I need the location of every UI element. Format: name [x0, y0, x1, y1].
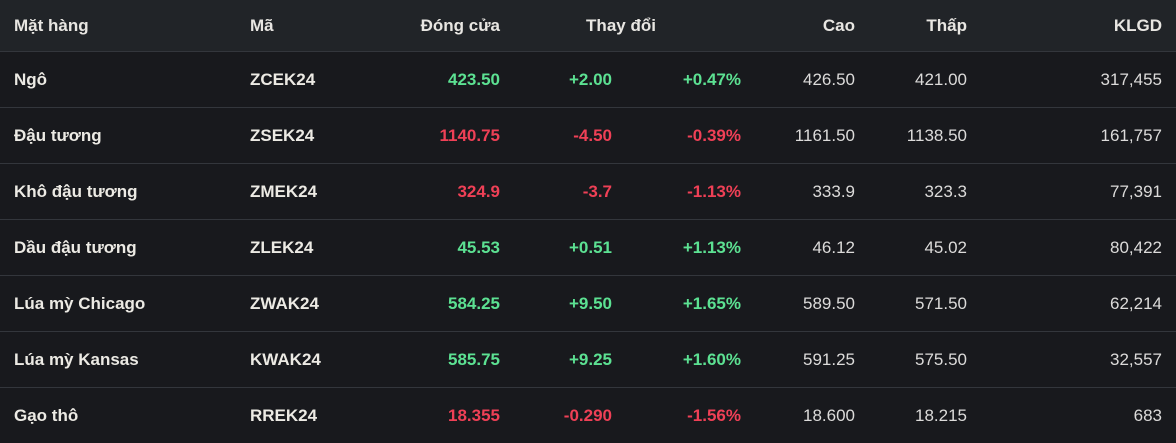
col-header-item: Mặt hàng	[0, 0, 236, 52]
table-header: Mặt hàng Mã Đóng cửa Thay đổi Cao Thấp K…	[0, 0, 1176, 52]
change-cell: +9.50	[514, 276, 626, 332]
commodity-name-cell: Lúa mỳ Kansas	[0, 332, 236, 388]
commodity-name-cell: Lúa mỳ Chicago	[0, 276, 236, 332]
volume-cell: 80,422	[981, 220, 1176, 276]
low-cell: 323.3	[869, 164, 981, 220]
commodity-name-cell: Khô đậu tương	[0, 164, 236, 220]
col-header-high: Cao	[755, 0, 869, 52]
low-cell: 421.00	[869, 52, 981, 108]
change-cell: -3.7	[514, 164, 626, 220]
change-pct-cell: -1.13%	[626, 164, 755, 220]
code-cell: KWAK24	[236, 332, 390, 388]
close-cell: 1140.75	[390, 108, 514, 164]
volume-cell: 32,557	[981, 332, 1176, 388]
commodity-name-cell: Ngô	[0, 52, 236, 108]
high-cell: 46.12	[755, 220, 869, 276]
low-cell: 45.02	[869, 220, 981, 276]
change-cell: -4.50	[514, 108, 626, 164]
header-row: Mặt hàng Mã Đóng cửa Thay đổi Cao Thấp K…	[0, 0, 1176, 52]
table-row[interactable]: Lúa mỳ Chicago ZWAK24 584.25 +9.50 +1.65…	[0, 276, 1176, 332]
table-row[interactable]: Khô đậu tương ZMEK24 324.9 -3.7 -1.13% 3…	[0, 164, 1176, 220]
high-cell: 18.600	[755, 388, 869, 443]
volume-cell: 77,391	[981, 164, 1176, 220]
close-cell: 584.25	[390, 276, 514, 332]
table-row[interactable]: Đậu tương ZSEK24 1140.75 -4.50 -0.39% 11…	[0, 108, 1176, 164]
col-header-low: Thấp	[869, 0, 981, 52]
volume-cell: 317,455	[981, 52, 1176, 108]
close-cell: 423.50	[390, 52, 514, 108]
high-cell: 426.50	[755, 52, 869, 108]
col-header-volume: KLGD	[981, 0, 1176, 52]
close-cell: 45.53	[390, 220, 514, 276]
close-cell: 585.75	[390, 332, 514, 388]
change-pct-cell: +0.47%	[626, 52, 755, 108]
high-cell: 591.25	[755, 332, 869, 388]
commodity-name-cell: Dầu đậu tương	[0, 220, 236, 276]
change-cell: +2.00	[514, 52, 626, 108]
change-cell: +0.51	[514, 220, 626, 276]
commodity-name-cell: Gạo thô	[0, 388, 236, 443]
low-cell: 1138.50	[869, 108, 981, 164]
change-pct-cell: -1.56%	[626, 388, 755, 443]
code-cell: ZWAK24	[236, 276, 390, 332]
close-cell: 324.9	[390, 164, 514, 220]
change-pct-cell: +1.65%	[626, 276, 755, 332]
change-pct-cell: +1.13%	[626, 220, 755, 276]
commodity-name-cell: Đậu tương	[0, 108, 236, 164]
volume-cell: 161,757	[981, 108, 1176, 164]
high-cell: 1161.50	[755, 108, 869, 164]
volume-cell: 62,214	[981, 276, 1176, 332]
col-header-close: Đóng cửa	[390, 0, 514, 52]
change-cell: +9.25	[514, 332, 626, 388]
change-pct-cell: -0.39%	[626, 108, 755, 164]
table-body: Ngô ZCEK24 423.50 +2.00 +0.47% 426.50 42…	[0, 52, 1176, 443]
high-cell: 333.9	[755, 164, 869, 220]
change-pct-cell: +1.60%	[626, 332, 755, 388]
code-cell: ZMEK24	[236, 164, 390, 220]
code-cell: ZLEK24	[236, 220, 390, 276]
low-cell: 575.50	[869, 332, 981, 388]
high-cell: 589.50	[755, 276, 869, 332]
code-cell: ZSEK24	[236, 108, 390, 164]
code-cell: ZCEK24	[236, 52, 390, 108]
change-cell: -0.290	[514, 388, 626, 443]
low-cell: 571.50	[869, 276, 981, 332]
low-cell: 18.215	[869, 388, 981, 443]
table-row[interactable]: Lúa mỳ Kansas KWAK24 585.75 +9.25 +1.60%…	[0, 332, 1176, 388]
col-header-code: Mã	[236, 0, 390, 52]
table-row[interactable]: Ngô ZCEK24 423.50 +2.00 +0.47% 426.50 42…	[0, 52, 1176, 108]
table-row[interactable]: Dầu đậu tương ZLEK24 45.53 +0.51 +1.13% …	[0, 220, 1176, 276]
close-cell: 18.355	[390, 388, 514, 443]
volume-cell: 683	[981, 388, 1176, 443]
col-header-change: Thay đổi	[514, 0, 755, 52]
code-cell: RREK24	[236, 388, 390, 443]
table-row[interactable]: Gạo thô RREK24 18.355 -0.290 -1.56% 18.6…	[0, 388, 1176, 443]
